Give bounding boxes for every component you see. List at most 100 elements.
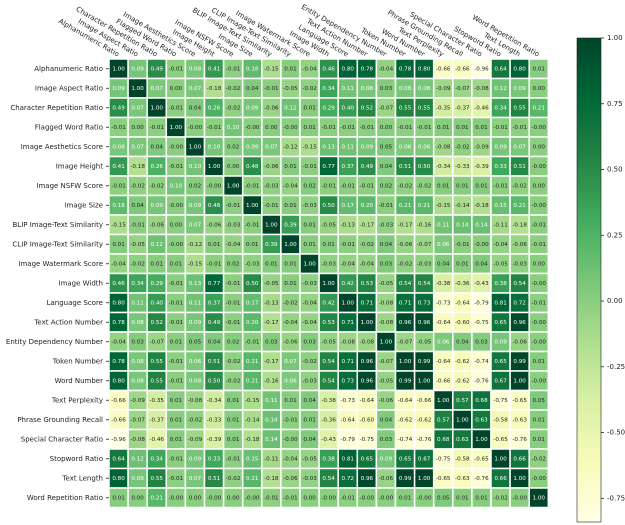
cell-label: 0.63	[456, 437, 469, 443]
cell-label: -0.64	[398, 398, 413, 404]
cell-label: -0.64	[436, 320, 451, 326]
cell-label: 0.49	[361, 164, 374, 170]
cell-label: 0.40	[342, 105, 355, 111]
cell-label: -0.01	[245, 339, 260, 345]
cell-label: 0.07	[189, 222, 202, 228]
cell-label: -0.04	[341, 261, 356, 267]
cell-label: -0.01	[493, 125, 508, 131]
cell-label: 0.72	[513, 300, 525, 306]
cell-label: 0.55	[399, 105, 412, 111]
cell-label: 0.01	[475, 183, 488, 189]
cell-label: 0.54	[322, 359, 335, 365]
cell-label: -0.00	[532, 339, 547, 345]
cell-label: 0.10	[227, 125, 240, 131]
cell-label: -0.06	[512, 242, 527, 248]
cell-label: 0.38	[494, 281, 507, 287]
cell-label: 0.37	[208, 300, 221, 306]
cell-label: 1.00	[303, 261, 316, 267]
cell-label: 0.06	[399, 144, 412, 150]
y-tick-label: Image Size	[64, 201, 103, 209]
cell-label: 0.09	[151, 203, 164, 209]
y-tick-label: Phrase Grounding Recall	[17, 416, 103, 424]
y-tick-label: Image Aesthetics Score	[21, 143, 103, 151]
cell-label: 0.49	[112, 105, 125, 111]
cell-label: 0.01	[533, 66, 546, 72]
cell-label: 0.07	[284, 359, 297, 365]
colorbar-tick-label: 0.75	[607, 100, 623, 108]
cell-label: 0.14	[265, 417, 278, 423]
cell-label: 0.03	[303, 339, 316, 345]
cell-label: -0.12	[283, 144, 297, 150]
cell-label: -0.03	[321, 261, 336, 267]
cell-label: 1.00	[322, 281, 335, 287]
cell-label: 0.04	[189, 105, 202, 111]
cell-label: 0.21	[151, 495, 164, 501]
cell-label: -0.02	[398, 261, 412, 267]
cell-label: -0.05	[321, 222, 336, 228]
cell-label: 0.09	[494, 339, 507, 345]
cell-label: -0.66	[111, 417, 126, 423]
cell-label: -0.62	[455, 378, 469, 384]
cell-label: 0.21	[246, 476, 259, 482]
cell-label: -0.04	[226, 242, 241, 248]
cell-label: 0.09	[131, 476, 144, 482]
cell-label: 0.17	[342, 203, 355, 209]
cell-label: -0.04	[283, 456, 298, 462]
cell-label: -0.01	[245, 183, 260, 189]
cell-label: -0.96	[474, 66, 489, 72]
cell-label: 0.01	[533, 417, 546, 423]
cell-label: 0.07	[513, 144, 526, 150]
cell-label: -0.01	[226, 300, 241, 306]
cell-label: 0.01	[265, 261, 278, 267]
cell-label: 0.09	[494, 144, 507, 150]
cell-label: 0.00	[131, 495, 144, 501]
cell-label: -0.01	[264, 86, 279, 92]
colorbar-tick-label: -0.75	[607, 494, 625, 502]
cell-label: -0.05	[493, 261, 508, 267]
cell-label: 0.00	[170, 222, 183, 228]
cell-label: -0.09	[474, 144, 489, 150]
cell-label: 0.01	[284, 281, 297, 287]
cell-label: 0.68	[437, 437, 450, 443]
cell-label: -0.65	[474, 456, 489, 462]
cell-label: 0.46	[112, 281, 125, 287]
cell-label: -0.01	[169, 300, 184, 306]
cell-label: 0.07	[265, 144, 278, 150]
cell-label: 0.04	[380, 417, 393, 423]
cell-label: -0.00	[169, 144, 184, 150]
y-tick-label: Image Watermark Score	[18, 260, 103, 268]
y-tick-label: Image NSFW Score	[36, 182, 103, 190]
cell-label: 1.00	[208, 164, 221, 170]
cell-label: 0.03	[131, 339, 144, 345]
cell-label: -0.66	[436, 66, 451, 72]
cell-label: 0.80	[112, 476, 125, 482]
cell-label: -0.08	[360, 339, 375, 345]
cell-label: 1.00	[189, 144, 202, 150]
cell-label: 0.77	[208, 281, 221, 287]
cell-label: -0.36	[321, 417, 336, 423]
cell-label: -0.07	[398, 339, 413, 345]
cell-label: 0.39	[284, 222, 297, 228]
cell-label: -0.43	[321, 437, 336, 443]
cell-label: 0.15	[246, 456, 259, 462]
cell-label: 0.51	[208, 359, 221, 365]
cell-label: -0.65	[493, 437, 508, 443]
cell-label: -0.18	[264, 476, 279, 482]
cell-label: 0.04	[437, 261, 450, 267]
cell-label: 0.11	[342, 144, 355, 150]
cell-label: -0.07	[130, 417, 145, 423]
cell-label: -0.01	[169, 456, 184, 462]
cell-label: -0.06	[512, 339, 527, 345]
cell-label: -0.11	[493, 222, 508, 228]
cell-label: 0.03	[380, 437, 393, 443]
cell-label: 1.00	[456, 417, 469, 423]
cell-label: 0.08	[131, 359, 144, 365]
cell-label: 0.00	[131, 125, 144, 131]
colorbar-tick-label: -0.50	[607, 429, 625, 437]
cell-label: 0.33	[494, 164, 507, 170]
cell-label: 0.63	[475, 417, 488, 423]
cell-label: -0.60	[360, 417, 375, 423]
cell-label: 1.00	[513, 476, 526, 482]
cell-label: -0.64	[436, 359, 451, 365]
